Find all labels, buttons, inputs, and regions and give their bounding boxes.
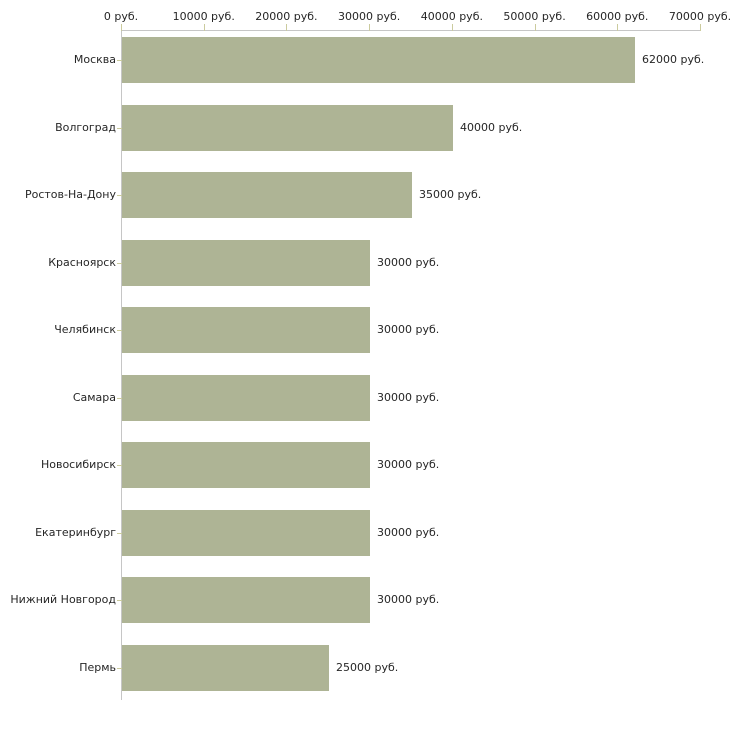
bar bbox=[122, 104, 453, 151]
y-tick-mark bbox=[117, 667, 122, 669]
value-label: 30000 руб. bbox=[377, 255, 440, 269]
value-label: 30000 руб. bbox=[377, 458, 440, 471]
category-label: Пермь bbox=[79, 660, 116, 674]
x-axis-line bbox=[121, 30, 701, 31]
y-tick-mark bbox=[117, 532, 122, 534]
y-tick-mark bbox=[117, 195, 122, 196]
x-tick-label: 0 руб. bbox=[103, 10, 139, 23]
y-tick-mark bbox=[117, 600, 122, 601]
category-label: Москва bbox=[73, 53, 116, 66]
bar bbox=[122, 37, 635, 83]
y-tick-mark bbox=[117, 60, 122, 61]
bar bbox=[122, 442, 370, 488]
y-tick-mark bbox=[117, 330, 122, 331]
x-tick-mark bbox=[534, 24, 536, 31]
x-tick-label: 60000 руб. bbox=[586, 10, 649, 23]
bar bbox=[122, 374, 370, 421]
y-tick-mark bbox=[117, 397, 122, 399]
bar bbox=[122, 172, 412, 218]
x-tick-mark bbox=[700, 24, 701, 31]
bar bbox=[122, 644, 329, 691]
bar bbox=[122, 509, 370, 556]
value-label: 30000 руб. bbox=[377, 593, 440, 606]
x-tick-label: 20000 руб. bbox=[255, 10, 318, 23]
x-tick-label: 10000 руб. bbox=[172, 10, 235, 23]
category-label: Красноярск bbox=[48, 255, 116, 269]
x-tick-mark bbox=[617, 24, 619, 31]
category-label: Челябинск bbox=[54, 323, 116, 336]
category-label: Екатеринбург bbox=[35, 525, 116, 539]
category-label: Нижний Новгород bbox=[10, 593, 116, 606]
category-label: Волгоград bbox=[55, 120, 116, 134]
bar bbox=[122, 307, 370, 353]
x-tick-label: 40000 руб. bbox=[420, 10, 483, 23]
x-tick-mark bbox=[203, 24, 205, 31]
value-label: 30000 руб. bbox=[377, 525, 440, 539]
y-tick-mark bbox=[117, 465, 122, 466]
value-label: 30000 руб. bbox=[377, 390, 440, 404]
category-label: Самара bbox=[72, 390, 116, 404]
x-tick-label: 70000 руб. bbox=[668, 10, 730, 23]
value-label: 40000 руб. bbox=[460, 120, 523, 134]
x-tick-mark bbox=[451, 24, 453, 31]
x-tick-label: 30000 руб. bbox=[338, 10, 401, 23]
category-label: Ростов-На-Дону bbox=[24, 188, 116, 201]
bar bbox=[122, 577, 370, 623]
value-label: 35000 руб. bbox=[419, 188, 482, 201]
x-tick-mark bbox=[369, 24, 371, 31]
value-label: 30000 руб. bbox=[377, 323, 440, 336]
y-tick-mark bbox=[117, 127, 122, 129]
x-tick-mark bbox=[121, 24, 122, 31]
value-label: 62000 руб. bbox=[642, 53, 705, 66]
value-label: 25000 руб. bbox=[336, 660, 399, 674]
x-tick-label: 50000 руб. bbox=[503, 10, 566, 23]
x-tick-mark bbox=[286, 24, 288, 31]
bar bbox=[122, 239, 370, 286]
y-tick-mark bbox=[117, 262, 122, 264]
y-axis-line bbox=[121, 30, 122, 700]
category-label: Новосибирск bbox=[40, 458, 116, 471]
